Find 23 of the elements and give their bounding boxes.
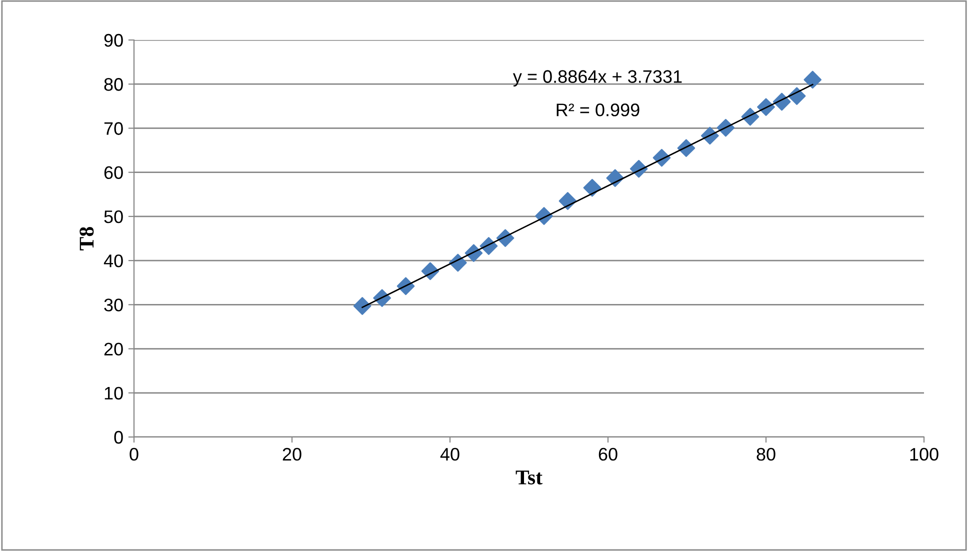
y-tick-label: 0 [114,430,123,444]
y-axis-title: T8 [80,227,94,250]
point [353,297,372,315]
y-tick-label: 50 [104,210,123,224]
x-tick-label: 20 [282,448,302,461]
y-tick-label: 20 [104,342,123,356]
point [583,178,602,197]
y-tick-label: 60 [104,166,123,180]
y-tick-label: 40 [104,254,123,268]
y-tick-label: 10 [104,386,123,400]
annotation: R² = 0.999 [556,104,640,116]
y-tick-label: 90 [104,34,123,47]
x-tick-label: 40 [440,448,460,461]
x-tick-label: 100 [910,448,938,461]
point [804,70,822,89]
annotation: y = 0.8864x + 3.7331 [512,70,682,87]
x-tick-label: 0 [130,448,138,461]
x-tick-label: 60 [598,448,618,461]
y-tick-label: 80 [104,78,123,91]
y-tick-label: 30 [104,298,123,312]
x-axis-title: Tst [516,470,542,484]
x-tick-label: 80 [756,448,776,461]
y-tick-label: 70 [104,122,123,135]
